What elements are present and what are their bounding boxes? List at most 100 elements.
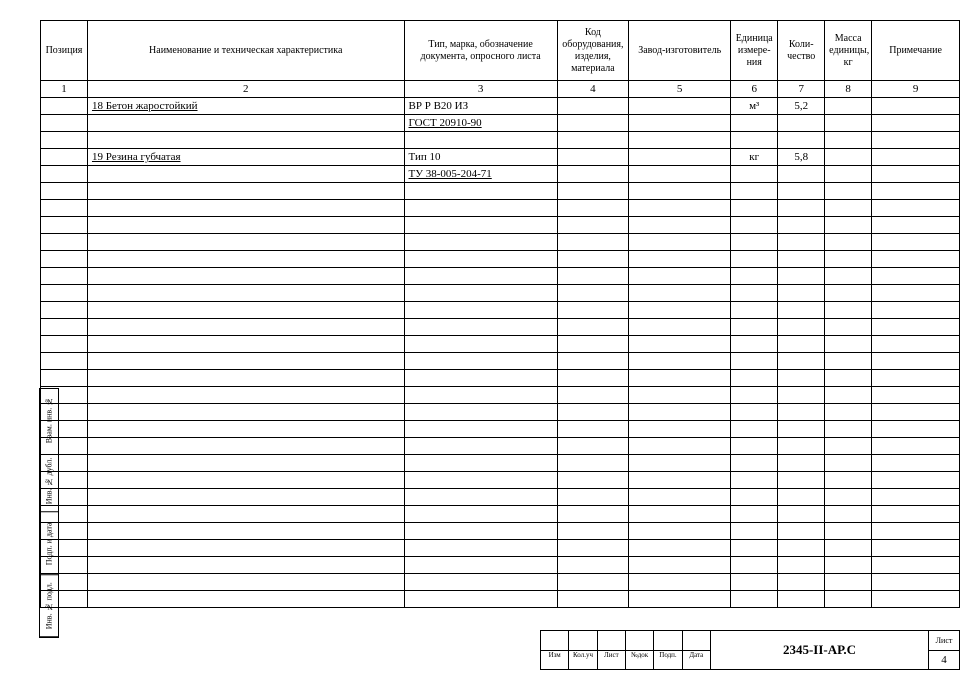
cell-mfr [629,285,731,302]
cell-code [557,574,628,591]
column-header-qty: Коли-чество [778,21,825,81]
cell-mass [825,302,872,319]
cell-note [872,251,960,268]
document-number: 2345-II-АР.С [711,631,929,669]
cell-type [404,336,557,353]
cell-note [872,217,960,234]
cell-unit [731,166,778,183]
cell-qty: 5,2 [778,98,825,115]
cell-type [404,200,557,217]
cell-mass [825,149,872,166]
cell-unit [731,251,778,268]
cell-unit [731,557,778,574]
cell-name [87,336,404,353]
column-number-row: 123456789 [41,81,960,98]
cell-name [87,234,404,251]
cell-code [557,489,628,506]
cell-code [557,370,628,387]
cell-type [404,251,557,268]
side-cell: Взам. инв. № [40,389,58,450]
cell-mass [825,217,872,234]
sig-label: Лист [598,651,626,670]
cell-name [87,421,404,438]
cell-code [557,183,628,200]
cell-mfr [629,455,731,472]
cell-code [557,557,628,574]
cell-unit [731,183,778,200]
column-number-code: 4 [557,81,628,98]
cell-mfr [629,591,731,608]
cell-qty [778,285,825,302]
sig-label: Дата [683,651,710,670]
sig-cell [569,631,597,650]
cell-note [872,591,960,608]
cell-code [557,251,628,268]
cell-qty: 5,8 [778,149,825,166]
cell-note [872,268,960,285]
cell-pos [41,251,88,268]
cell-mfr [629,574,731,591]
cell-mass [825,268,872,285]
cell-type [404,285,557,302]
column-number-qty: 7 [778,81,825,98]
cell-mfr [629,319,731,336]
cell-code [557,455,628,472]
cell-note [872,149,960,166]
cell-note [872,455,960,472]
cell-unit [731,268,778,285]
cell-qty [778,132,825,149]
cell-type [404,472,557,489]
cell-type [404,387,557,404]
drawing-sheet: ПозицияНаименование и техническая характ… [40,20,960,670]
table-row [41,200,960,217]
side-cell: Инв. № дубл. [40,450,58,512]
table-row [41,234,960,251]
table-row [41,251,960,268]
cell-mfr [629,387,731,404]
cell-note [872,166,960,183]
cell-mfr [629,370,731,387]
table-row [41,387,960,404]
table-row [41,523,960,540]
table-row [41,132,960,149]
sheet-number: 4 [929,651,959,670]
cell-name [87,166,404,183]
cell-pos [41,353,88,370]
table-body: 18 Бетон жаростойкийBР Р B20 ИЗм³5,2ГОСТ… [41,98,960,608]
cell-mass [825,523,872,540]
cell-qty [778,404,825,421]
cell-note [872,387,960,404]
cell-code [557,421,628,438]
cell-pos [41,370,88,387]
sig-cell [598,631,626,650]
cell-type [404,404,557,421]
cell-mfr [629,132,731,149]
cell-type [404,370,557,387]
cell-code [557,404,628,421]
sig-cell [626,631,654,650]
cell-code [557,149,628,166]
cell-type: ГОСТ 20910-90 [404,115,557,132]
cell-name [87,132,404,149]
cell-code [557,438,628,455]
cell-mass [825,557,872,574]
cell-unit [731,353,778,370]
cell-note [872,336,960,353]
cell-mfr [629,438,731,455]
cell-note [872,132,960,149]
cell-mfr [629,302,731,319]
signature-row [541,631,710,651]
cell-type [404,319,557,336]
cell-note [872,234,960,251]
sig-cell [541,631,569,650]
cell-type [404,302,557,319]
cell-mass [825,591,872,608]
cell-code [557,353,628,370]
cell-name [87,302,404,319]
column-header-type: Тип, марка, обозначение документа, опрос… [404,21,557,81]
table-row [41,370,960,387]
table-row [41,336,960,353]
column-header-mass: Масса единицы, кг [825,21,872,81]
cell-qty [778,336,825,353]
cell-unit [731,132,778,149]
